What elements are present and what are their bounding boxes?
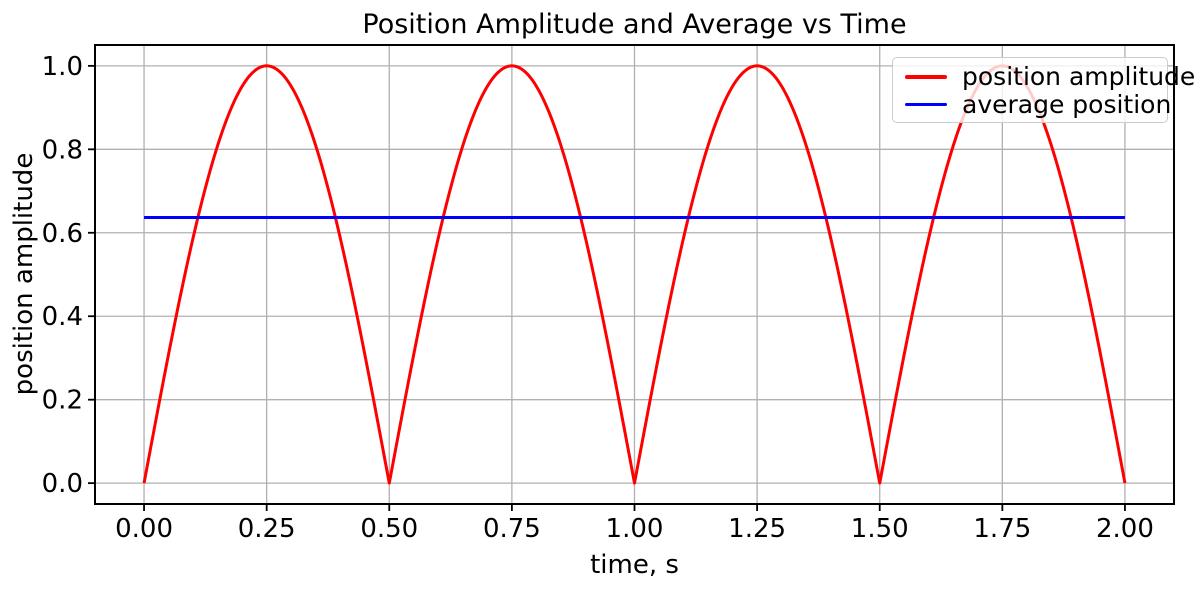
x-tick-label: 1.00 [606, 514, 664, 544]
x-tick-label: 1.50 [851, 514, 909, 544]
x-tick-label: 0.50 [360, 514, 418, 544]
x-tick-label: 0.00 [115, 514, 173, 544]
legend-line-icon [905, 102, 947, 106]
x-tick-label: 0.25 [238, 514, 296, 544]
x-tick-label: 1.75 [973, 514, 1031, 544]
axes-spines [94, 44, 1175, 505]
x-tick-label: 1.25 [728, 514, 786, 544]
y-axis-label: position amplitude [9, 152, 39, 396]
x-axis-label: time, s [590, 550, 679, 580]
legend-line-icon [905, 75, 947, 79]
y-tick-label: 0.0 [42, 469, 83, 499]
y-tick-label: 0.8 [42, 135, 83, 165]
legend-label: average position [962, 89, 1172, 119]
chart-title: Position Amplitude and Average vs Time [362, 9, 907, 40]
y-tick-label: 0.2 [42, 386, 83, 416]
y-tick-label: 0.4 [42, 302, 83, 332]
y-tick-label: 0.6 [42, 219, 83, 249]
legend-entry: position amplitude [905, 63, 1195, 91]
legend-label: position amplitude [962, 62, 1196, 91]
y-tick-label: 1.0 [42, 52, 83, 82]
x-tick-label: 2.00 [1096, 514, 1154, 544]
x-tick-label: 0.75 [483, 514, 541, 544]
legend-entry: average position [905, 90, 1171, 119]
legend: position amplitude average position [892, 57, 1195, 123]
